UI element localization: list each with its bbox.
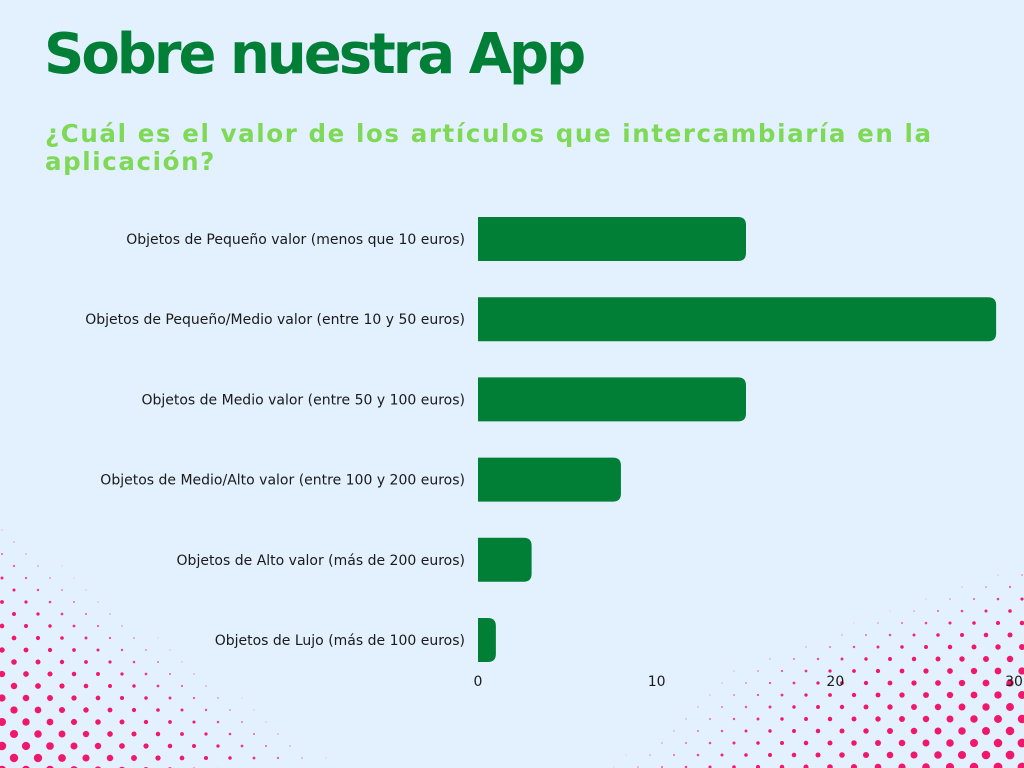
bar <box>478 377 746 422</box>
page-title: Sobre nuestra App <box>44 22 586 87</box>
bar <box>478 457 621 502</box>
x-tick-label: 30 <box>1005 674 1023 690</box>
bar-chart: Objetos de Pequeño valor (menos que 10 e… <box>85 217 1023 690</box>
category-label: Objetos de Alto valor (más de 200 euros) <box>177 553 465 569</box>
category-label: Objetos de Medio/Alto valor (entre 100 y… <box>100 473 465 489</box>
category-label: Objetos de Lujo (más de 100 euros) <box>215 633 465 649</box>
category-label: Objetos de Medio valor (entre 50 y 100 e… <box>141 392 465 408</box>
bars-group <box>478 217 997 662</box>
x-tick-label: 10 <box>648 674 666 690</box>
bar <box>478 297 997 342</box>
category-labels: Objetos de Pequeño valor (menos que 10 e… <box>85 232 465 649</box>
bar <box>478 618 496 662</box>
category-label: Objetos de Pequeño valor (menos que 10 e… <box>126 232 465 248</box>
category-label: Objetos de Pequeño/Medio valor (entre 10… <box>85 312 465 328</box>
page-subtitle: ¿Cuál es el valor de los artículos que i… <box>45 119 933 176</box>
x-tick-label: 20 <box>826 674 844 690</box>
bar <box>478 537 532 582</box>
bar <box>478 217 746 261</box>
x-tick-label: 0 <box>474 674 483 690</box>
x-axis-ticks: 0 10 20 30 <box>474 674 1023 690</box>
